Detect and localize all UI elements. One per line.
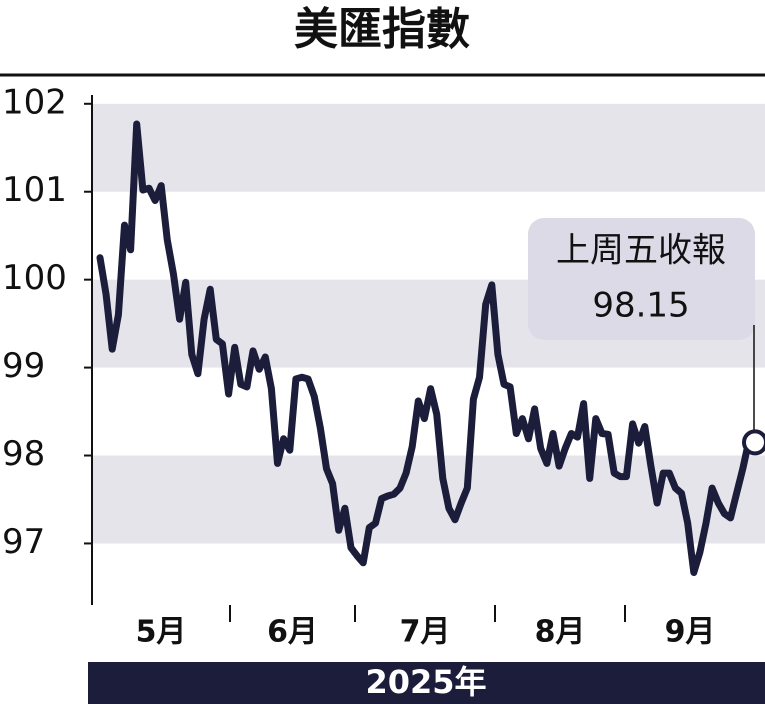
line: [96, 120, 759, 576]
x-tick-label: 6月: [267, 615, 318, 650]
annotation-label: 上周五收報: [556, 231, 726, 271]
y-tick-label: 99: [2, 346, 45, 386]
x-tick-label: 8月: [535, 615, 586, 650]
x-axis-label: 2025年: [365, 663, 486, 701]
y-tick-label: 101: [2, 170, 67, 210]
band: [92, 455, 765, 544]
annotation-value: 98.15: [592, 286, 689, 326]
x-axis-bar: [88, 662, 765, 704]
x-tick-label: 9月: [665, 615, 716, 650]
y-tick-label: 98: [2, 434, 45, 474]
y-tick-label: 102: [2, 82, 67, 122]
x-tick-label: 7月: [400, 615, 451, 650]
y-tick-label: 100: [2, 258, 67, 298]
annotation-box: [528, 218, 755, 340]
band: [92, 103, 765, 192]
y-tick-label: 97: [2, 522, 45, 562]
end-marker: [742, 429, 765, 456]
chart-title: 美匯指數: [294, 4, 470, 55]
x-tick-label: 5月: [136, 615, 187, 650]
